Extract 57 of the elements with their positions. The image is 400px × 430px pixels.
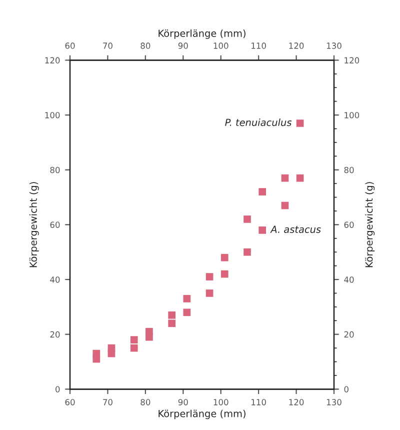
x2-tick-label: 90	[178, 42, 188, 49]
point	[130, 336, 138, 344]
x2-tick-label: 130	[326, 42, 342, 49]
point	[296, 120, 304, 127]
y2-tick-label: 60	[344, 222, 354, 228]
x-tick-label: 100	[214, 399, 228, 406]
y2-axis-title: Körpergewicht (g)	[365, 182, 375, 268]
x-tick-label: 60	[65, 399, 75, 406]
y2-tick-label: 80	[344, 166, 354, 174]
point	[183, 308, 191, 316]
x-tick-label: 90	[178, 399, 188, 406]
x2-tick-label: 80	[140, 42, 150, 49]
point	[168, 320, 176, 328]
point	[220, 254, 228, 262]
point	[206, 273, 214, 280]
x2-tick-label: 110	[252, 42, 266, 49]
annotation: A. astacus	[270, 226, 321, 233]
y-axis-title: Körpergewicht (g)	[29, 182, 39, 268]
x-axis-title: Körperlänge (mm)	[158, 410, 246, 420]
point	[206, 290, 214, 297]
point	[244, 216, 251, 223]
y-tick-label: 20	[50, 331, 60, 338]
y-tick-label: 100	[45, 112, 60, 118]
x2-tick-label: 60	[65, 42, 75, 49]
point	[183, 295, 191, 302]
x2-tick-label: 100	[214, 42, 228, 49]
point	[258, 188, 266, 196]
y-tick-label: 0	[56, 386, 60, 392]
point	[281, 202, 289, 210]
point	[258, 226, 266, 234]
y-tick-label: 80	[50, 166, 60, 174]
x-tick-label: 110	[252, 399, 266, 406]
point	[168, 311, 176, 319]
annotation: P. tenuiaculus	[225, 118, 292, 126]
point	[220, 270, 228, 278]
x-tick-label: 80	[140, 399, 150, 406]
y-tick-label: 40	[50, 276, 60, 283]
x-tick-label: 120	[289, 399, 304, 406]
point	[281, 174, 289, 182]
y2-tick-label: 20	[344, 331, 354, 338]
x2-tick-label: 70	[103, 42, 112, 49]
y-tick-label: 120	[45, 57, 60, 64]
point	[130, 344, 138, 352]
point	[244, 248, 251, 256]
x-tick-label: 130	[326, 399, 342, 406]
x2-tick-label: 120	[289, 42, 304, 49]
point	[108, 350, 116, 358]
y2-tick-label: 40	[344, 276, 354, 283]
point	[92, 355, 100, 363]
y-tick-label: 60	[50, 222, 60, 228]
x2-axis-title: Körperlänge (mm)	[158, 29, 246, 39]
y2-tick-label: 120	[344, 57, 360, 64]
point	[296, 174, 304, 182]
y2-tick-label: 0	[344, 386, 348, 392]
point	[146, 333, 153, 341]
x-tick-label: 70	[103, 399, 112, 406]
y2-tick-label: 100	[344, 112, 360, 118]
